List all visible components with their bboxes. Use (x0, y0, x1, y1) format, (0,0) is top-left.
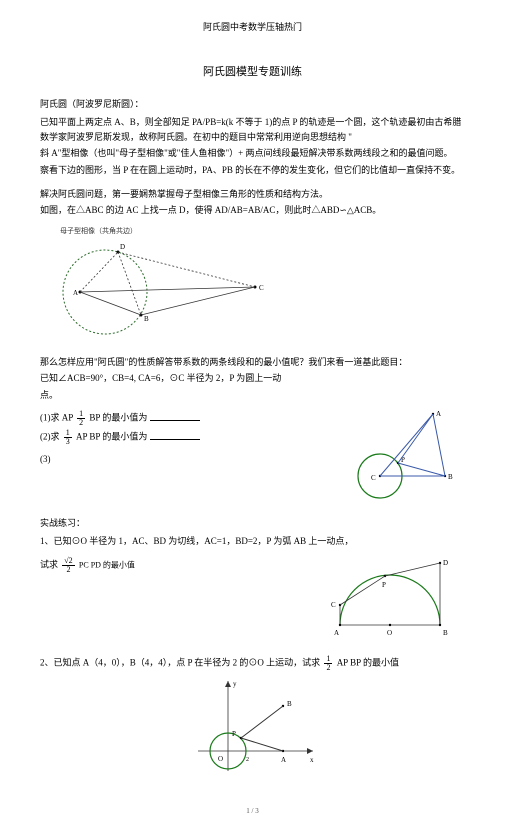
svg-text:O: O (218, 755, 223, 763)
svg-text:y: y (233, 680, 237, 688)
practice-1-try: 试求 √22 PC PD 的最小值 (40, 557, 317, 574)
svg-text:x: x (310, 756, 314, 764)
svg-text:P: P (382, 581, 386, 589)
svg-text:2: 2 (246, 757, 249, 763)
svg-text:P: P (232, 730, 236, 738)
figure-1: A D C B (60, 237, 280, 347)
svg-text:C: C (371, 474, 376, 482)
svg-text:B: B (443, 629, 448, 637)
figure-3: C D A B P O (325, 555, 465, 645)
svg-text:D: D (443, 559, 448, 567)
p2-text-a: 2、已知点 A（4，0），B（4，4），点 P 在半径为 2 的⊙O 上运动，试… (40, 657, 320, 667)
intro-p3: 察看下边的图形，当 P 在在圆上运动时，PA、PB 的长在不停的发生变化，但它们… (40, 163, 465, 177)
svg-text:D: D (120, 243, 125, 251)
answer-blank-1 (150, 412, 200, 421)
page-number: 1 / 3 (40, 806, 465, 817)
svg-text:A: A (281, 756, 286, 764)
svg-text:C: C (259, 284, 264, 292)
fraction-1-2-b: 12 (324, 655, 332, 672)
example-given2: 点。 (40, 388, 465, 402)
svg-text:C: C (331, 601, 336, 609)
page-header: 阿氏圆中考数学压轴热门 (40, 20, 465, 34)
svg-text:A: A (73, 289, 78, 297)
practice-heading: 实战练习： (40, 516, 465, 530)
example-lead: 那么怎样应用"阿氏圆"的性质解答带系数的两条线段和的最小值呢？我们来看一道基此题… (40, 355, 465, 369)
fraction-sqrt2-2: √22 (62, 557, 74, 574)
p1-try-b: PC PD 的最小值 (79, 560, 135, 569)
svg-text:O: O (387, 629, 392, 637)
svg-text:B: B (287, 700, 292, 708)
intro-heading: 阿氏圆（阿波罗尼斯圆）： (40, 97, 465, 111)
figure-4: x y O A B P 2 (188, 676, 318, 776)
fraction-1-2: 12 (77, 410, 85, 427)
q1-text-a: (1)求 AP (40, 413, 73, 423)
intro-p5: 如图，在△ABC 的边 AC 上找一点 D，使得 AD/AB=AB/AC，则此时… (40, 203, 465, 217)
example-q3: (3) (40, 452, 337, 466)
practice-1-text: 1、已知⊙O 半径为 1，AC、BD 为切线，AC=1，BD=2，P 为弧 AB… (40, 534, 465, 548)
intro-p4: 解决阿氏圆问题，第一要娴熟掌握母子型相像三角形的性质和结构方法。 (40, 187, 465, 201)
intro-p2: 斜 A"型相像（也叫"母子型相像"或"佳人鱼相像"）+ 两点间线段最短解决带系数… (40, 146, 465, 160)
intro-p1: 已知平面上两定点 A、B，则全部知足 PA/PB=k(k 不等于 1)的点 P … (40, 115, 465, 144)
q2-text-b: AP BP 的最小值为 (76, 432, 147, 442)
practice-2: 2、已知点 A（4，0），B（4，4），点 P 在半径为 2 的⊙O 上运动，试… (40, 655, 465, 672)
example-q2: (2)求 13 AP BP 的最小值为 (40, 429, 337, 446)
fraction-1-3: 13 (64, 429, 72, 446)
example-q1: (1)求 AP 12 BP 的最小值为 (40, 410, 337, 427)
doc-title: 阿氏圆模型专题训练 (40, 64, 465, 82)
answer-blank-2 (150, 431, 200, 440)
svg-text:A: A (334, 629, 339, 637)
svg-text:B: B (144, 315, 149, 323)
example-given: 已知∠ACB=90°，CB=4, CA=6，⊙C 半径为 2，P 为圆上一动 (40, 371, 465, 385)
p2-text-b: AP BP 的最小值 (337, 657, 399, 667)
p1-try-a: 试求 (40, 559, 58, 569)
q2-text-a: (2)求 (40, 432, 60, 442)
q1-text-b: BP 的最小值为 (89, 413, 147, 423)
figure-2: C A B P (345, 408, 465, 508)
svg-text:A: A (436, 410, 441, 418)
svg-text:B: B (448, 473, 453, 481)
fig1-caption: 母子型相像（共角共边） (60, 226, 465, 237)
